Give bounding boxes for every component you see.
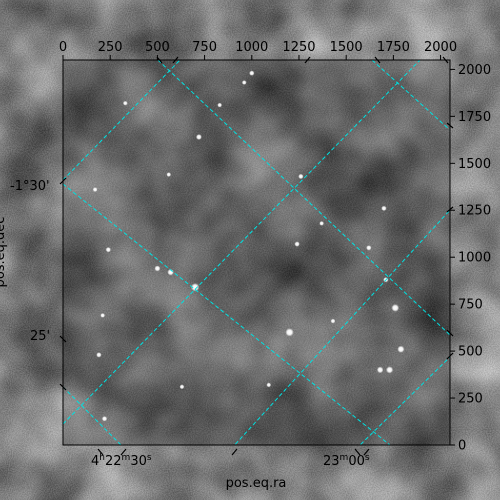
y-tick-label: 1250: [458, 204, 491, 219]
star-source: [285, 328, 294, 337]
star-source: [154, 265, 161, 272]
y-tick-label: 500: [458, 345, 483, 360]
star-source: [397, 345, 405, 353]
y-tick-label: 1000: [458, 251, 491, 266]
x-tick-label: 1750: [377, 40, 410, 55]
star-source: [298, 173, 304, 180]
y-tick-label: 0: [458, 439, 466, 454]
world-tick-mark: [374, 56, 381, 64]
x-pixel-ticks: 0 250 500 750 1000 1250 1500 1750 2000: [59, 40, 457, 60]
y-tick-label: 1750: [458, 110, 491, 125]
world-tick-mark: [59, 335, 67, 343]
world-tick-mark: [97, 448, 104, 456]
world-tick-mark: [446, 329, 454, 337]
x-tick-label: 2000: [424, 40, 457, 55]
ra-tick-label-2: 23m00s: [323, 453, 370, 469]
star-source: [92, 187, 98, 192]
star-source: [105, 246, 112, 253]
world-tick-mark: [156, 56, 163, 64]
star-source: [376, 366, 384, 374]
x-tick-label: 250: [98, 40, 123, 55]
dec-label-1-30: -1°30': [10, 179, 50, 194]
star-source: [385, 366, 394, 374]
star-source: [330, 318, 336, 324]
star-source: [190, 283, 200, 292]
x-tick-label: 500: [145, 40, 170, 55]
x-tick-label: 1250: [282, 40, 315, 55]
world-tick-mark: [172, 56, 179, 64]
star-source: [381, 205, 387, 212]
star-source: [366, 245, 372, 251]
star-source: [122, 100, 128, 106]
y-tick-label: 1500: [458, 157, 491, 172]
coordinate-grid: [63, 60, 450, 445]
star-source: [179, 384, 185, 390]
star-source: [195, 134, 202, 140]
world-coordinate-ticks: [59, 56, 454, 456]
star-source: [101, 416, 108, 422]
world-tick-mark: [120, 448, 127, 456]
x-tick-label: 750: [192, 40, 217, 55]
grid-line: [359, 356, 450, 445]
y-axis-title: pos.eq.dec: [0, 217, 8, 288]
world-tick-mark: [231, 448, 238, 456]
world-tick-mark: [59, 177, 67, 185]
star-source: [96, 352, 102, 358]
star-source: [241, 80, 247, 85]
star-source: [391, 304, 400, 312]
y-tick-label: 250: [458, 392, 483, 407]
world-tick-mark: [354, 448, 361, 456]
ra-label-23m00s: 23m00s: [323, 453, 370, 469]
ra-tick-label-1: 4h22m30s: [91, 453, 152, 469]
x-axis-title: pos.eq.ra: [226, 476, 287, 491]
y-tick-label: 750: [458, 298, 483, 313]
y-tick-label: 2000: [458, 63, 491, 78]
world-tick-mark: [304, 56, 311, 64]
star-source: [294, 241, 300, 247]
dec-label-25: 25': [30, 329, 50, 344]
star-source: [266, 382, 272, 388]
star-source: [100, 313, 106, 318]
grid-line: [157, 60, 450, 336]
x-tick-label: 1500: [330, 40, 363, 55]
star-source: [249, 70, 255, 76]
world-tick-mark: [59, 383, 67, 391]
plot-frame: [62, 59, 451, 446]
image-noise: [63, 60, 450, 445]
star-source: [217, 102, 223, 108]
world-tick-mark: [363, 448, 370, 456]
grid-line: [63, 60, 181, 181]
grid-line: [371, 60, 450, 131]
grid-line: [63, 386, 122, 445]
plot-area: [62, 59, 451, 446]
x-tick-label: 1000: [235, 40, 268, 55]
grid-line: [63, 60, 421, 425]
ra-label-4h22m30s: 4h22m30s: [91, 453, 152, 469]
world-tick-mark: [442, 56, 449, 64]
grid-line: [63, 183, 391, 445]
x-tick-label: 0: [59, 40, 67, 55]
world-tick-mark: [446, 352, 454, 360]
world-tick-mark: [446, 122, 454, 129]
world-tick-mark: [446, 206, 454, 213]
star-source: [166, 172, 172, 177]
star-source: [319, 220, 325, 226]
grid-line: [233, 209, 450, 445]
y-pixel-ticks: 0 250 500 750 1000 1250 1500 1750 2000: [450, 63, 491, 454]
